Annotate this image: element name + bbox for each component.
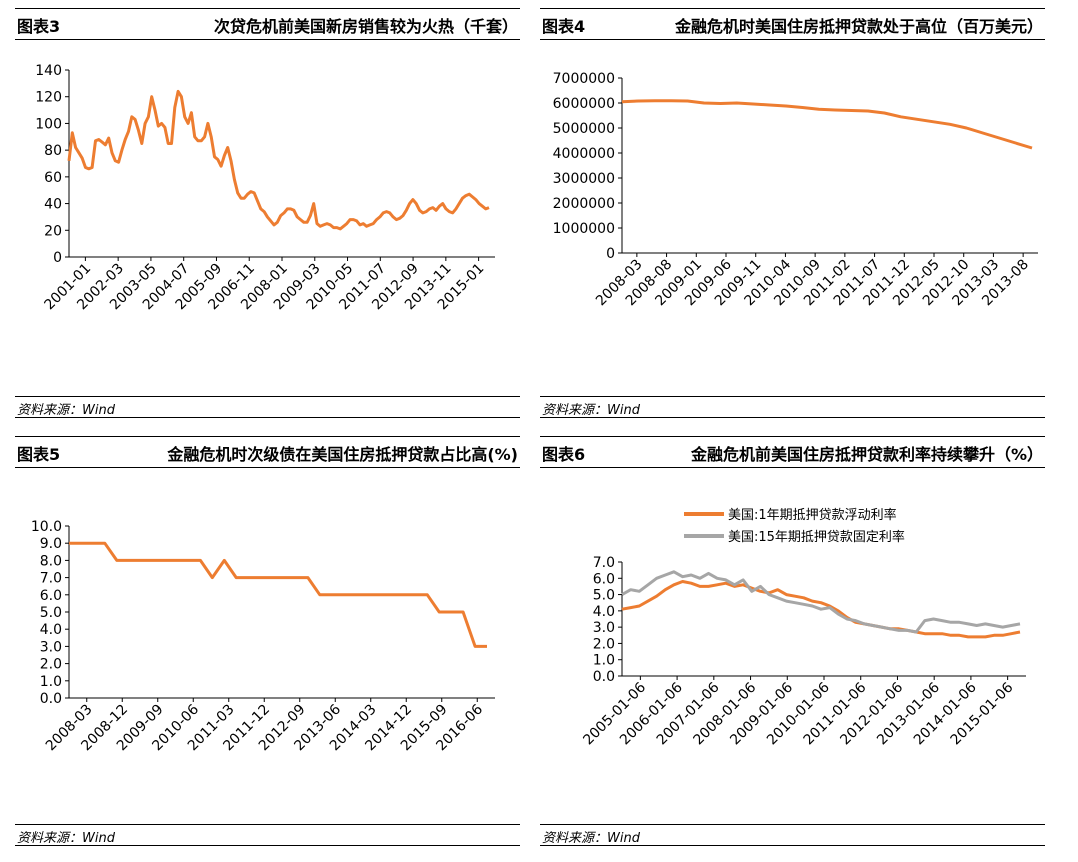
chart4-source-text: 资料来源：Wind — [542, 403, 640, 418]
chart3-label: 图表3 — [17, 17, 61, 36]
chart5-y-tick-label: 1.0 — [40, 674, 62, 690]
chart4-header: 图表4 金融危机时美国住房抵押贷款处于高位（百万美元） — [540, 8, 1045, 40]
chart3-y-tick-label: 80 — [44, 143, 62, 159]
chart4-svg: 0 1000000 2000000 3000000 4000000 5000000 6000… — [553, 71, 1038, 309]
chart5-y-tick-label: 0.0 — [40, 691, 62, 707]
chart5-y-tick-label: 6.0 — [40, 588, 62, 604]
chart3-source: 资料来源：Wind — [15, 396, 520, 418]
chart6-y-tick-label: 4.0 — [593, 604, 615, 620]
chart6-source: 资料来源：Wind — [540, 824, 1045, 846]
chart4-y-tick-label: 5000000 — [553, 121, 615, 137]
chart6-series-line-1 — [621, 570, 1021, 634]
chart3-y-tick-label: 20 — [44, 223, 62, 239]
chart3-title: 次贷危机前美国新房销售较为火热（千套） — [213, 17, 518, 36]
chart5-title: 金融危机时次级债在美国住房抵押贷款占比高(%) — [167, 445, 518, 464]
chart5-header: 图表5 金融危机时次级债在美国住房抵押贷款占比高(%) — [15, 436, 520, 468]
chart5-y-tick-label: 10.0 — [31, 519, 62, 535]
chart6-panel: 图表6 金融危机前美国住房抵押贷款利率持续攀升（%） 0.0 1.0 2.0 3.0 4… — [540, 436, 1045, 846]
chart5-y-tick-label: 4.0 — [40, 622, 62, 638]
chart5-panel: 图表5 金融危机时次级债在美国住房抵押贷款占比高(%) 0.0 1.0 2.0 3.0… — [15, 436, 520, 846]
chart6-svg: 0.01.02.03.04.05.06.07.02005-01-062006-0… — [580, 507, 1026, 748]
chart3-y-tick-label: 140 — [35, 63, 62, 79]
chart4-series-line-0 — [621, 99, 1033, 150]
chart3-y-tick-label: 0 — [53, 250, 62, 266]
chart5-source-text: 资料来源：Wind — [17, 831, 115, 846]
chart4-y-tick-label: 4000000 — [553, 146, 615, 162]
chart5-y-tick-label: 7.0 — [40, 571, 62, 587]
chart4-title: 金融危机时美国住房抵押贷款处于高位（百万美元） — [674, 17, 1043, 36]
chart5-svg: 0.01.02.03.04.05.06.07.08.09.010.02008-0… — [31, 519, 495, 754]
chart5-y-tick-label: 8.0 — [40, 553, 62, 569]
chart5-source: 资料来源：Wind — [15, 824, 520, 846]
chart4-source: 资料来源：Wind — [540, 396, 1045, 418]
chart6-y-tick-label: 2.0 — [593, 636, 615, 652]
chart3-svg: 0204060801001201402001-012002-032003-052… — [35, 63, 495, 313]
chart3-y-tick-label: 120 — [35, 90, 62, 106]
chart5-y-tick-label: 3.0 — [40, 639, 62, 655]
chart6-y-tick-label: 7.0 — [593, 555, 615, 571]
chart5-y-tick-label: 9.0 — [40, 536, 62, 552]
chart5-label: 图表5 — [17, 445, 61, 464]
chart3-header: 图表3 次贷危机前美国新房销售较为火热（千套） — [15, 8, 520, 40]
chart4-y-tick-label: 6000000 — [553, 96, 615, 112]
chart6-legend-label-1: 美国:15年期抵押贷款固定利率 — [728, 529, 905, 545]
chart6-source-text: 资料来源：Wind — [542, 831, 640, 846]
chart4-y-tick-label: 1000000 — [553, 221, 615, 237]
chart5-y-tick-label: 5.0 — [40, 605, 62, 621]
chart6-y-tick-label: 0.0 — [593, 669, 615, 685]
chart4-y-tick-label: 3000000 — [553, 171, 615, 187]
chart6-y-tick-label: 6.0 — [593, 571, 615, 587]
chart6-label: 图表6 — [542, 445, 586, 464]
chart4-y-tick-label: 0 — [606, 246, 615, 262]
chart4-label: 图表4 — [542, 17, 586, 36]
chart6-header: 图表6 金融危机前美国住房抵押贷款利率持续攀升（%） — [540, 436, 1045, 468]
chart3-source-text: 资料来源：Wind — [17, 403, 115, 418]
chart5-y-tick-label: 2.0 — [40, 657, 62, 673]
chart3-panel: 图表3 次贷危机前美国新房销售较为火热（千套） 0 20 40 60 80 100 120 1… — [15, 8, 520, 418]
chart6-legend-label-0: 美国:1年期抵押贷款浮动利率 — [728, 507, 897, 523]
chart3-y-tick-label: 60 — [44, 170, 62, 186]
chart6-y-tick-label: 1.0 — [593, 653, 615, 669]
chart6-title: 金融危机前美国住房抵押贷款利率持续攀升（%） — [690, 445, 1043, 464]
chart4-panel: 图表4 金融危机时美国住房抵押贷款处于高位（百万美元） 0 1000000 2000… — [540, 8, 1045, 418]
chart6-y-tick-label: 5.0 — [593, 588, 615, 604]
chart4-y-tick-label: 7000000 — [553, 71, 615, 87]
chart4-y-tick-label: 2000000 — [553, 196, 615, 212]
chart6-y-tick-label: 3.0 — [593, 620, 615, 636]
chart6-series-line-0 — [621, 580, 1021, 639]
chart5-series-line-0 — [69, 541, 487, 648]
chart3-series-line-0 — [67, 89, 490, 231]
chart3-y-tick-label: 100 — [35, 116, 62, 132]
chart3-y-tick-label: 40 — [44, 197, 62, 213]
